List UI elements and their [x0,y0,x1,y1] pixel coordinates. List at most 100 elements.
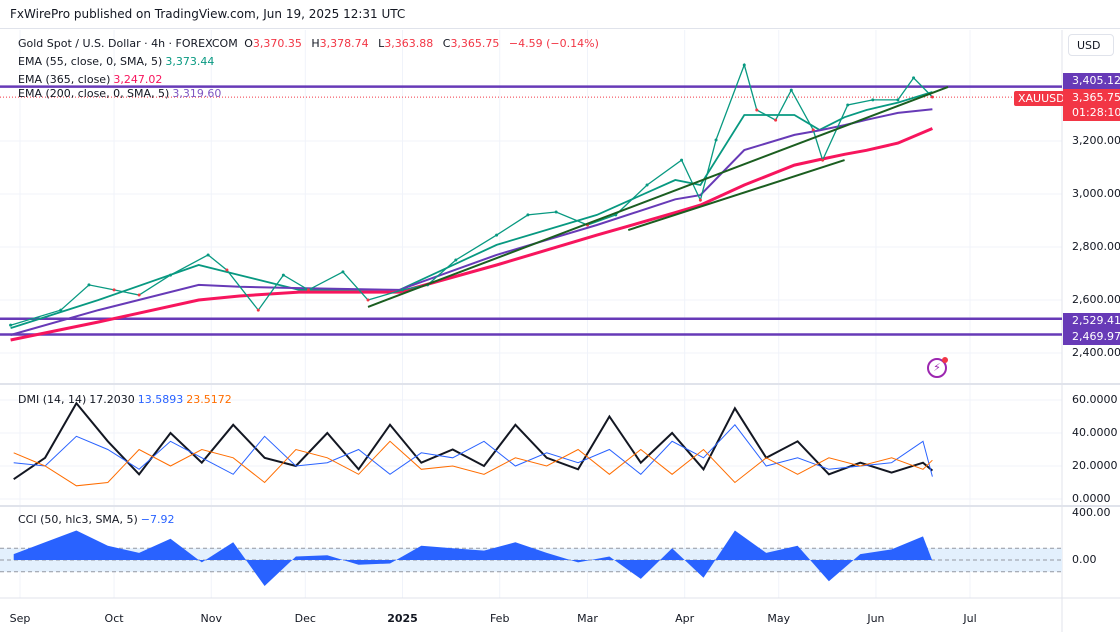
price-point [59,308,63,312]
ema200-label: EMA (200, close, 0, SMA, 5) [18,87,170,100]
dmi-axis-label: 60.0000 [1072,393,1118,406]
chart-frame[interactable] [0,28,1120,632]
price-point [912,76,916,80]
low-value: 3,363.88 [384,37,434,50]
price-point [742,63,746,67]
time-axis-label: Jun [867,612,885,625]
adx-line [13,401,934,481]
time-axis-label: 2025 [387,612,418,625]
cci-axis-label: 400.00 [1072,505,1111,519]
cci-label: CCI (50, hlc3, SMA, 5) [18,513,138,526]
ema55-line [10,91,933,329]
price-point [755,108,759,112]
price-line [10,62,933,326]
price-point [137,293,141,297]
high-value: 3,378.74 [319,37,369,50]
price-point [811,128,815,132]
dmi-axis-label: 0.0000 [1072,492,1111,505]
time-axis-label: Oct [104,612,124,625]
price-axis-label: 3,200.00 [1072,134,1120,147]
cci-axis-label: 0.00 [1072,553,1097,566]
support1-price-tag: 2,529.41 [1063,313,1120,329]
price-point [341,270,345,274]
plus-di-line [13,424,933,477]
price-point [112,288,116,292]
price-point [454,258,458,262]
symbol-tag: XAUUSD [1014,91,1069,106]
time-axis-label: Jul [963,612,977,625]
cci-legend[interactable]: CCI (50, hlc3, SMA, 5) −7.92 [18,513,177,526]
close-value: 3,365.75 [450,37,500,50]
support2-price-tag: 2,469.97 [1063,329,1120,345]
ema365-line [10,127,933,342]
time-axis-label: Feb [489,612,510,625]
bar-countdown: 01:28:10 [1072,106,1120,119]
publisher-line: FxWirePro published on TradingView.com, … [10,7,406,21]
dmi-axis-label: 40.0000 [1072,426,1118,439]
open-value: 3,370.35 [252,37,302,50]
last-price-tag: 3,365.75 01:28:10 [1063,89,1120,121]
price-point [846,103,850,107]
price-point [774,118,778,122]
plus-di-value: 13.5893 [137,393,184,406]
price-point [680,158,684,162]
open-label: O [244,37,253,50]
symbol-title: Gold Spot / U.S. Dollar · 4h · FOREXCOM [18,37,238,50]
price-point [871,98,875,102]
main-legend: Gold Spot / U.S. Dollar · 4h · FOREXCOM … [18,37,602,50]
price-point [225,268,229,272]
price-point [645,183,649,187]
price-point [896,98,900,102]
ema365-value: 3,247.02 [113,73,163,86]
time-axis-label: Sep [9,612,31,625]
cci-value: −7.92 [140,513,175,526]
ema55-label: EMA (55, close, 0, SMA, 5) [18,55,163,68]
minus-di-line [13,440,933,487]
time-axis-label: Nov [200,612,222,625]
price-point [554,210,558,214]
adx-value: 17.2030 [89,393,135,406]
price-point [789,88,793,92]
price-axis-label: 2,800.00 [1072,240,1120,253]
change-value: −4.59 (−0.14%) [508,37,599,50]
close-label: C [442,37,451,50]
ema365-label: EMA (365, close) [18,73,111,86]
dmi-axis-label: 20.0000 [1072,459,1118,472]
low-label: L [378,37,385,50]
resistance-price-tag: 3,405.12 [1063,73,1120,89]
price-axis-label: 3,000.00 [1072,187,1120,200]
price-point [495,233,499,237]
dmi-label: DMI (14, 14) [18,393,87,406]
time-axis-label: May [767,612,791,625]
price-point [206,253,210,257]
price-point [256,308,260,312]
price-axis-label: 2,600.00 [1072,293,1120,306]
price-point [526,213,530,217]
ema55-value: 3,373.44 [165,55,215,68]
ema55-legend[interactable]: EMA (55, close, 0, SMA, 5) 3,373.44 [18,55,217,68]
price-point [9,323,13,327]
price-point [698,198,702,202]
ema200-legend[interactable]: EMA (200, close, 0, SMA, 5) 3,319.60 [18,87,224,100]
trendline [627,159,845,231]
price-point [306,288,310,292]
dmi-legend[interactable]: DMI (14, 14) 17.2030 13.5893 23.5172 [18,393,235,406]
price-point [401,288,405,292]
time-axis-label: Dec [294,612,316,625]
price-point [281,273,285,277]
price-point [714,138,718,142]
ema200-value: 3,319.60 [172,87,222,100]
minus-di-value: 23.5172 [186,393,232,406]
price-point [366,298,370,302]
price-point [87,283,91,287]
price-point [821,158,825,162]
ema365-legend[interactable]: EMA (365, close) 3,247.02 [18,73,165,86]
ema200-line [10,108,933,336]
trendline [367,86,949,308]
time-axis-label: Apr [675,612,695,625]
last-price: 3,365.75 [1072,91,1120,104]
currency-button[interactable]: USD [1068,34,1114,56]
price-axis-label: 2,400.00 [1072,346,1120,359]
lightning-icon[interactable]: ⚡ [927,357,948,378]
